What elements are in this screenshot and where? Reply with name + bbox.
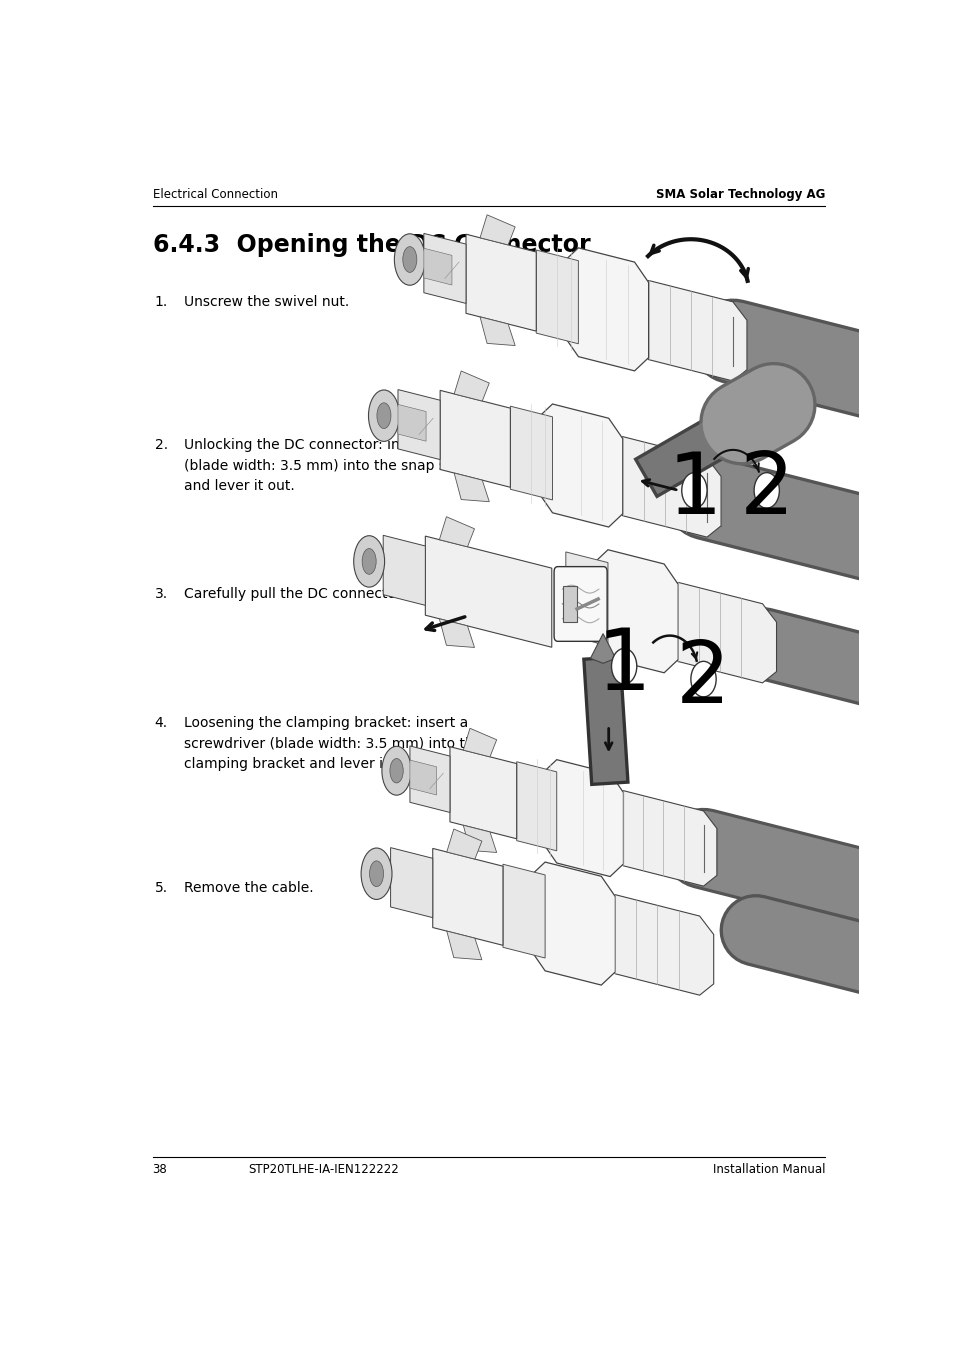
Circle shape bbox=[753, 473, 779, 508]
Polygon shape bbox=[590, 634, 615, 664]
Ellipse shape bbox=[369, 861, 383, 887]
Polygon shape bbox=[502, 864, 544, 959]
Polygon shape bbox=[565, 552, 607, 646]
Polygon shape bbox=[517, 761, 557, 850]
Polygon shape bbox=[439, 391, 510, 487]
FancyBboxPatch shape bbox=[562, 587, 577, 622]
Polygon shape bbox=[663, 583, 776, 683]
Polygon shape bbox=[397, 389, 439, 460]
Ellipse shape bbox=[394, 234, 425, 285]
Polygon shape bbox=[465, 234, 536, 331]
Polygon shape bbox=[439, 516, 474, 546]
Text: Loosening the clamping bracket: insert a
screwdriver (blade width: 3.5 mm) into : Loosening the clamping bracket: insert a… bbox=[184, 717, 482, 771]
Circle shape bbox=[690, 661, 716, 696]
Polygon shape bbox=[423, 249, 452, 285]
Polygon shape bbox=[536, 250, 578, 343]
Text: 1.: 1. bbox=[154, 296, 168, 310]
Text: 2: 2 bbox=[676, 638, 730, 721]
Ellipse shape bbox=[368, 389, 399, 441]
Text: 2: 2 bbox=[739, 449, 793, 531]
Text: Remove the cable.: Remove the cable. bbox=[184, 880, 314, 895]
Polygon shape bbox=[390, 848, 433, 918]
Text: 38: 38 bbox=[152, 1163, 167, 1176]
Text: Electrical Connection: Electrical Connection bbox=[152, 188, 277, 200]
Polygon shape bbox=[634, 280, 746, 381]
Text: Carefully pull the DC connector apart.: Carefully pull the DC connector apart. bbox=[184, 587, 448, 602]
Polygon shape bbox=[543, 760, 623, 876]
Ellipse shape bbox=[402, 246, 416, 272]
Polygon shape bbox=[510, 406, 552, 500]
Polygon shape bbox=[410, 746, 450, 813]
FancyBboxPatch shape bbox=[554, 566, 606, 641]
Polygon shape bbox=[425, 537, 551, 648]
Polygon shape bbox=[479, 215, 515, 245]
Text: STP20TLHE-IA-IEN122222: STP20TLHE-IA-IEN122222 bbox=[249, 1163, 399, 1176]
Polygon shape bbox=[433, 849, 502, 945]
Text: 5.: 5. bbox=[154, 880, 168, 895]
Circle shape bbox=[611, 649, 636, 684]
Polygon shape bbox=[446, 829, 481, 859]
Text: Unlocking the DC connector: insert a screwdriver
(blade width: 3.5 mm) into the : Unlocking the DC connector: insert a scr… bbox=[184, 438, 545, 493]
Polygon shape bbox=[454, 473, 489, 502]
Polygon shape bbox=[600, 895, 713, 995]
Polygon shape bbox=[531, 863, 615, 986]
Polygon shape bbox=[454, 370, 489, 402]
Polygon shape bbox=[463, 825, 497, 853]
Polygon shape bbox=[446, 932, 481, 960]
Polygon shape bbox=[564, 247, 648, 370]
Text: 2.: 2. bbox=[154, 438, 168, 452]
Polygon shape bbox=[423, 234, 465, 303]
Circle shape bbox=[681, 473, 706, 508]
Polygon shape bbox=[594, 550, 678, 673]
Text: 3.: 3. bbox=[154, 587, 168, 602]
Ellipse shape bbox=[361, 848, 392, 899]
Text: 4.: 4. bbox=[154, 717, 168, 730]
Text: 1: 1 bbox=[597, 625, 651, 707]
Polygon shape bbox=[608, 437, 720, 537]
Ellipse shape bbox=[390, 758, 403, 783]
Ellipse shape bbox=[354, 535, 384, 587]
Polygon shape bbox=[383, 535, 425, 606]
Ellipse shape bbox=[362, 549, 375, 575]
Polygon shape bbox=[463, 729, 497, 757]
Polygon shape bbox=[410, 760, 436, 795]
Polygon shape bbox=[479, 316, 515, 346]
Polygon shape bbox=[450, 746, 517, 838]
Text: SMA Solar Technology AG: SMA Solar Technology AG bbox=[656, 188, 824, 200]
Text: Unscrew the swivel nut.: Unscrew the swivel nut. bbox=[184, 296, 349, 310]
Ellipse shape bbox=[376, 403, 391, 429]
Polygon shape bbox=[610, 791, 716, 886]
Text: Installation Manual: Installation Manual bbox=[712, 1163, 824, 1176]
Ellipse shape bbox=[381, 746, 411, 795]
Text: 1: 1 bbox=[666, 449, 720, 531]
Polygon shape bbox=[397, 404, 426, 441]
Text: 6.4.3  Opening the DC Connector: 6.4.3 Opening the DC Connector bbox=[152, 233, 590, 257]
Polygon shape bbox=[537, 404, 622, 527]
Polygon shape bbox=[439, 619, 474, 648]
